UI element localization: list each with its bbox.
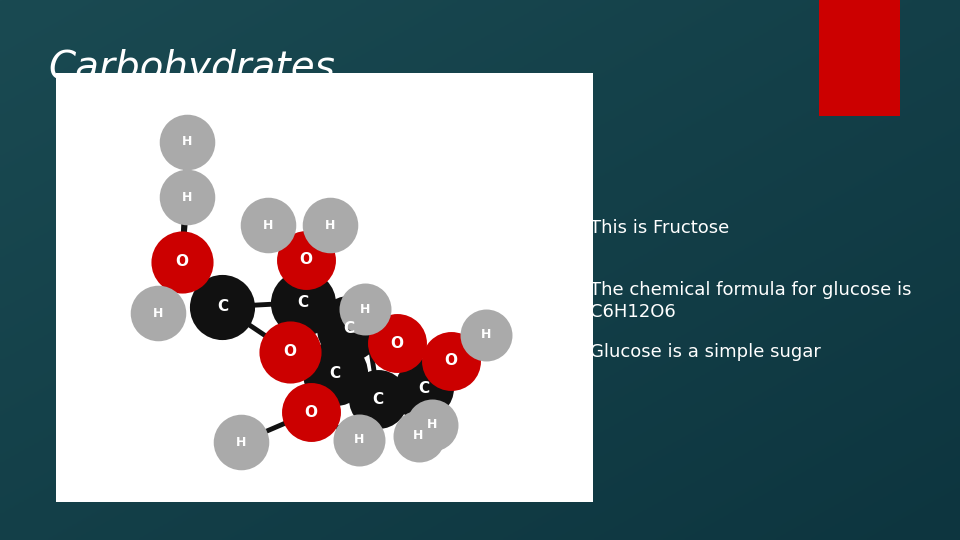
Text: O: O [304,404,318,420]
Point [478,330,493,339]
Text: O: O [391,336,403,351]
Text: C: C [329,366,341,381]
Text: H: H [414,429,423,442]
Point [424,421,440,429]
Text: O: O [444,353,457,368]
Point [417,384,432,393]
Point [371,395,386,403]
Point [298,255,313,264]
Point [215,302,230,311]
Text: Carbohydrates: Carbohydrates [48,49,335,86]
Text: The chemical formula for glucose is
C6H12O6: The chemical formula for glucose is C6H1… [590,281,912,321]
Text: C: C [419,381,429,396]
Point [323,221,338,230]
Point [150,309,165,318]
Point [282,348,298,356]
Text: This is Fructose: This is Fructose [590,219,730,237]
Text: H: H [481,328,491,341]
FancyBboxPatch shape [56,73,593,502]
Text: H: H [236,436,247,449]
Point [260,221,276,230]
Point [303,408,319,416]
Text: O: O [176,254,188,269]
Text: H: H [427,418,437,431]
Point [180,137,195,146]
Text: H: H [360,302,370,315]
Text: C: C [298,295,308,310]
Text: O: O [283,345,296,360]
Point [327,369,343,378]
Point [351,436,367,444]
Text: H: H [153,307,163,320]
Text: C: C [217,299,228,314]
Text: •: • [573,281,584,299]
Point [233,438,249,447]
Text: C: C [343,321,354,336]
Point [180,193,195,202]
Text: O: O [300,252,312,267]
Point [411,431,426,440]
Text: H: H [324,219,335,232]
Text: H: H [263,219,274,232]
Text: H: H [354,434,365,447]
Text: •: • [573,343,584,361]
Text: H: H [182,191,193,204]
Point [357,305,372,313]
Point [341,324,356,333]
Point [296,298,311,307]
Point [390,339,405,348]
Text: •: • [573,219,584,237]
Text: C: C [372,392,384,407]
Text: H: H [182,135,193,148]
Text: Glucose is a simple sugar: Glucose is a simple sugar [590,343,821,361]
Point [175,258,190,266]
Point [444,356,459,365]
FancyBboxPatch shape [819,0,900,116]
